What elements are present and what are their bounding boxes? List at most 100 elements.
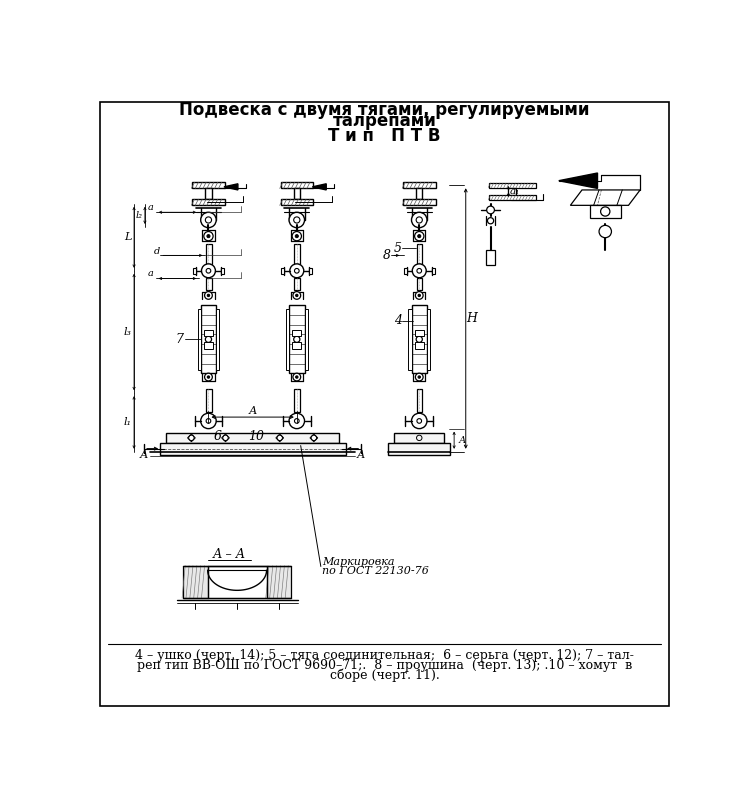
Circle shape xyxy=(416,373,423,381)
Bar xyxy=(417,244,422,264)
Bar xyxy=(216,309,219,370)
Text: реп тип ВВ-ОШ по ГОСТ 9690–71;.  8 – проушина  (черт. 13); .10 – хомут  в: реп тип ВВ-ОШ по ГОСТ 9690–71;. 8 – проу… xyxy=(136,659,632,672)
Text: L: L xyxy=(124,232,131,242)
Circle shape xyxy=(416,217,422,223)
Text: l₂: l₂ xyxy=(135,211,142,220)
Circle shape xyxy=(207,294,209,297)
Bar xyxy=(183,566,208,598)
Text: a: a xyxy=(148,270,154,278)
Bar xyxy=(192,199,225,206)
Bar xyxy=(206,278,212,290)
Text: a₁: a₁ xyxy=(509,187,520,196)
Circle shape xyxy=(290,264,304,278)
Text: 6: 6 xyxy=(214,430,222,443)
Text: 10: 10 xyxy=(248,430,265,443)
Bar xyxy=(417,278,422,290)
Circle shape xyxy=(418,234,421,238)
Circle shape xyxy=(412,414,427,429)
Circle shape xyxy=(417,418,422,423)
Circle shape xyxy=(204,231,213,241)
Circle shape xyxy=(201,212,216,228)
Bar xyxy=(280,182,313,188)
Circle shape xyxy=(487,206,494,214)
Circle shape xyxy=(416,336,422,342)
Polygon shape xyxy=(312,184,326,190)
Text: l₁: l₁ xyxy=(124,418,132,427)
Bar xyxy=(404,268,406,274)
Bar xyxy=(295,278,300,290)
Circle shape xyxy=(207,234,210,238)
Bar xyxy=(206,188,212,199)
Circle shape xyxy=(296,376,298,378)
Text: Подвеска с двумя тягами, регулируемыми: Подвеска с двумя тягами, регулируемыми xyxy=(179,101,590,119)
Bar xyxy=(403,199,436,206)
Text: a: a xyxy=(148,203,154,212)
Circle shape xyxy=(206,336,212,342)
Bar xyxy=(590,206,621,218)
Bar xyxy=(486,250,495,266)
Circle shape xyxy=(295,269,299,273)
Text: 5: 5 xyxy=(394,242,401,255)
Bar xyxy=(417,389,422,412)
Text: 4 – ушко (черт. 14); 5 – тяга соединительная;  6 – серьга (черт. 12); 7 – тал-: 4 – ушко (черт. 14); 5 – тяга соединител… xyxy=(135,649,634,662)
Text: Т и п   П Т В: Т и п П Т В xyxy=(328,127,441,145)
Circle shape xyxy=(294,336,300,342)
Text: А – А: А – А xyxy=(213,549,246,562)
Text: А: А xyxy=(357,450,365,460)
Circle shape xyxy=(296,234,298,238)
Bar xyxy=(166,434,340,442)
Bar xyxy=(403,182,436,188)
Circle shape xyxy=(207,376,209,378)
Bar xyxy=(394,434,444,442)
Circle shape xyxy=(206,217,212,223)
Bar xyxy=(304,309,307,370)
Circle shape xyxy=(289,212,304,228)
Bar xyxy=(204,342,213,349)
Bar xyxy=(432,268,435,274)
Bar xyxy=(192,182,225,188)
Polygon shape xyxy=(559,173,598,188)
Bar xyxy=(295,389,300,412)
Circle shape xyxy=(418,294,421,297)
Circle shape xyxy=(311,435,316,441)
Circle shape xyxy=(417,269,422,273)
Text: талрепами: талрепами xyxy=(332,113,436,130)
Bar xyxy=(489,183,536,188)
Bar xyxy=(509,188,516,195)
Bar xyxy=(289,306,304,373)
Circle shape xyxy=(223,435,228,441)
Bar xyxy=(388,442,450,455)
Circle shape xyxy=(601,207,610,216)
Circle shape xyxy=(488,218,494,224)
Bar xyxy=(292,342,302,349)
Bar xyxy=(206,244,212,264)
Bar xyxy=(295,244,300,264)
Circle shape xyxy=(206,418,211,423)
Text: 4: 4 xyxy=(394,314,401,327)
Text: 7: 7 xyxy=(175,333,183,346)
Text: А: А xyxy=(248,406,256,416)
Bar xyxy=(415,342,424,349)
Bar xyxy=(206,389,212,412)
Bar xyxy=(266,566,292,598)
Circle shape xyxy=(412,212,427,228)
Circle shape xyxy=(289,414,304,429)
Circle shape xyxy=(418,376,421,378)
Bar xyxy=(309,268,312,274)
Bar xyxy=(281,268,284,274)
Text: А: А xyxy=(458,436,466,445)
Bar xyxy=(204,330,213,336)
Circle shape xyxy=(202,264,215,278)
Circle shape xyxy=(189,435,194,441)
Circle shape xyxy=(415,231,424,241)
Circle shape xyxy=(293,373,301,381)
Bar xyxy=(201,306,216,373)
Circle shape xyxy=(201,414,216,429)
Bar xyxy=(220,268,224,274)
Text: по ГОСТ 22130-76: по ГОСТ 22130-76 xyxy=(322,566,429,576)
Circle shape xyxy=(277,435,283,441)
Text: А: А xyxy=(140,450,148,460)
Circle shape xyxy=(206,269,211,273)
Bar xyxy=(160,442,346,455)
Text: l₃: l₃ xyxy=(124,326,132,337)
